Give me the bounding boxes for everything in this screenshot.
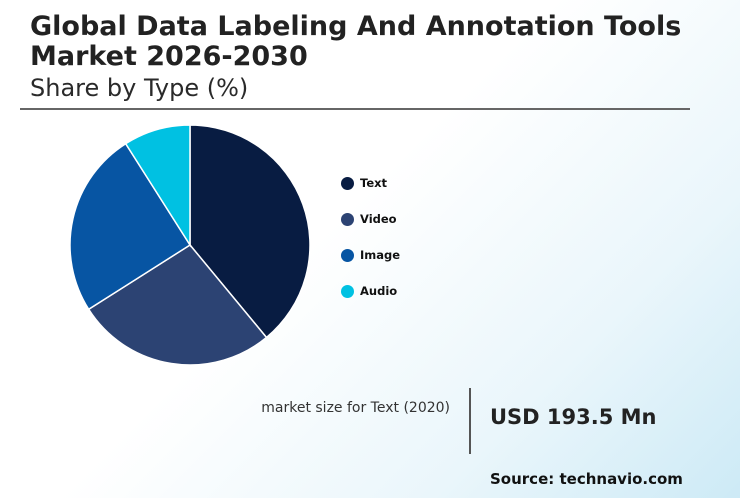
- metric-label: market size for Text (2020): [261, 400, 450, 416]
- legend-label-video: Video: [360, 212, 397, 226]
- legend-label-image: Image: [360, 248, 401, 262]
- source-credit: Source: technavio.com: [490, 470, 683, 488]
- metric-divider: [469, 388, 471, 454]
- legend-swatch-audio: [341, 284, 354, 298]
- legend-item-audio: Audio: [341, 282, 400, 318]
- legend-item-image: Image: [341, 246, 400, 282]
- legend-swatch-video: [341, 212, 354, 226]
- pie-slice-image: [69, 142, 192, 311]
- legend-item-video: Video: [341, 210, 400, 246]
- metric-value: USD 193.5 Mn: [490, 405, 657, 429]
- title-divider: [20, 108, 690, 110]
- legend-swatch-text: [341, 176, 354, 190]
- legend-swatch-image: [341, 248, 354, 262]
- pie-slice-text: [189, 124, 311, 339]
- pie-slice-audio: [124, 124, 191, 248]
- legend-label-text: Text: [360, 176, 388, 190]
- legend-label-audio: Audio: [360, 284, 398, 298]
- legend: Text Video Image Audio: [341, 174, 400, 318]
- chart-title: Global Data Labeling And Annotation Tool…: [30, 11, 682, 72]
- pie-slice-video: [87, 244, 268, 366]
- chart-subtitle: Share by Type (%): [30, 74, 249, 102]
- legend-item-text: Text: [341, 174, 400, 210]
